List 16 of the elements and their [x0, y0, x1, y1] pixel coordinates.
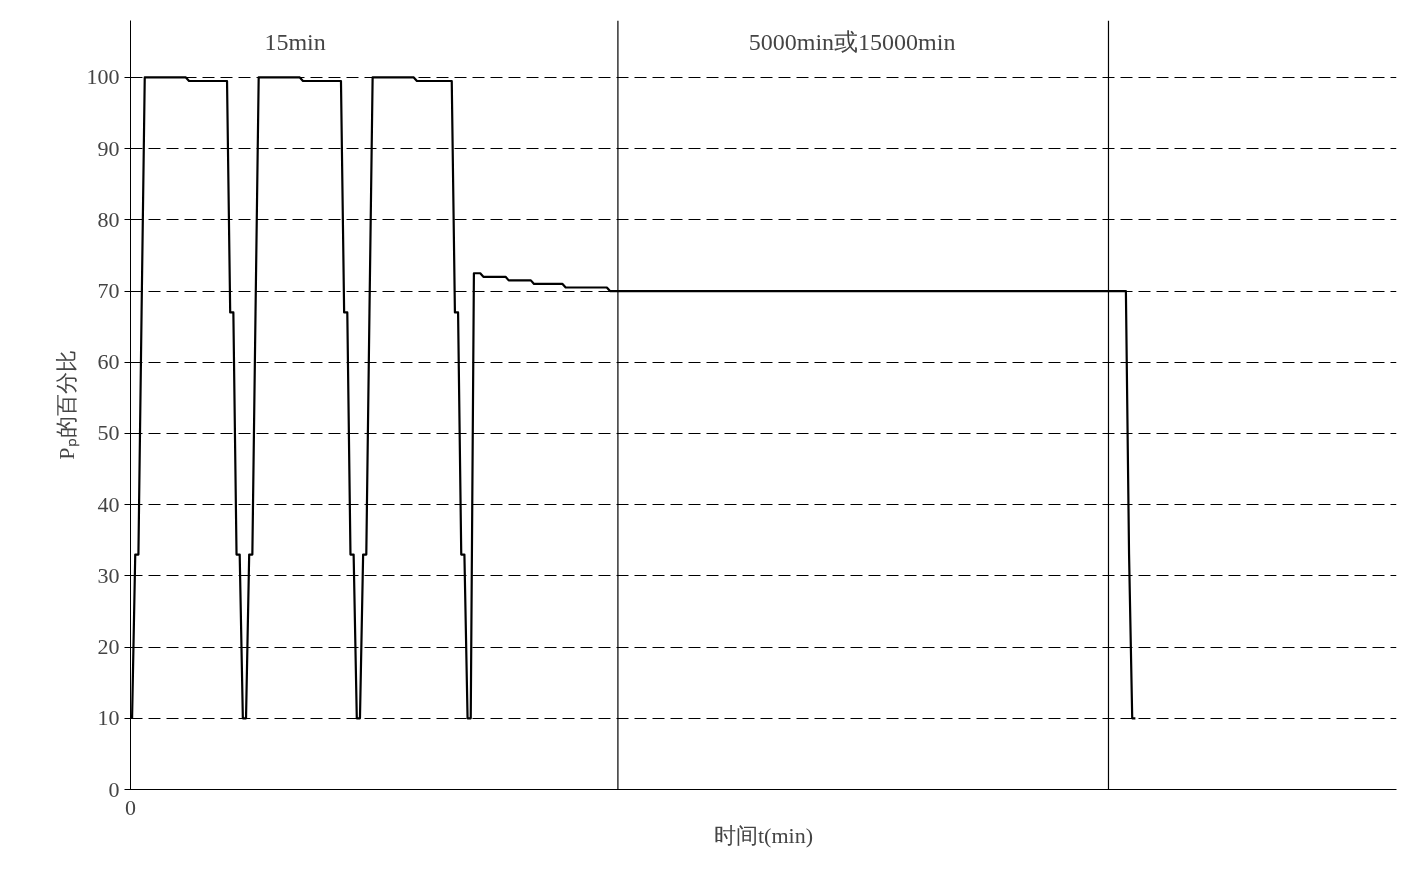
text: 0	[125, 794, 136, 820]
y-tick-label: 30	[97, 562, 120, 588]
y-tick-label: 10	[97, 705, 120, 731]
y-tick-label: 20	[97, 634, 120, 660]
y-tick-label: 60	[97, 349, 120, 375]
y-tick-label: 90	[97, 135, 120, 161]
y-tick-label: 80	[97, 206, 120, 232]
y-tick-label: 40	[97, 491, 120, 517]
y-tick-label: 70	[97, 278, 120, 304]
y-tick-label: 100	[86, 64, 120, 90]
annotation: 15min	[264, 28, 326, 55]
x-axis-title: 时间t(min)	[714, 822, 814, 848]
y-axis-title: Pₚ的百分比	[53, 350, 80, 460]
y-tick-label: 50	[97, 420, 120, 446]
y-tick-label: 0	[108, 776, 120, 802]
annotation: 5000min或15000min	[748, 28, 956, 55]
